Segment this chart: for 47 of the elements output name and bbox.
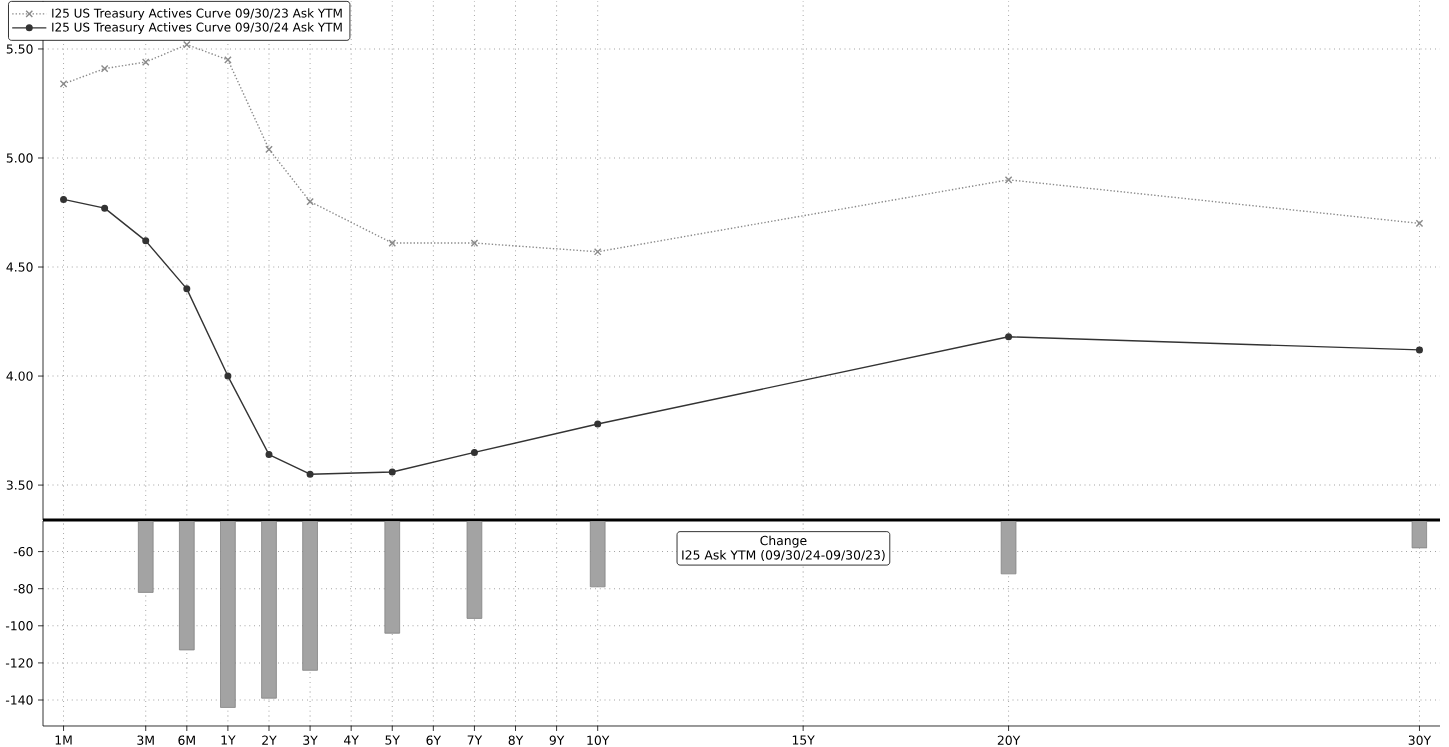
y-tick-label: -60: [13, 546, 33, 557]
x-tick-label: 1Y: [221, 735, 236, 745]
y-tick-label: -80: [13, 584, 33, 594]
point: [593, 247, 602, 256]
x-tick-label: 20Y: [997, 735, 1021, 745]
point: [1004, 175, 1013, 184]
legend-label: I25 US Treasury Actives Curve 09/30/24 Ask YTM: [52, 22, 342, 34]
x-tick-label: 15Y: [792, 735, 815, 745]
x-tick-label: 1M: [55, 735, 72, 745]
point: [142, 237, 150, 245]
point: [183, 285, 191, 293]
point: [265, 451, 273, 459]
x-tick-label: 6Y: [426, 735, 442, 745]
point: [224, 56, 232, 64]
x-tick-label: 7Y: [467, 735, 483, 745]
x-tick-label: 4Y: [344, 735, 359, 745]
x-tick-label: 3M: [137, 735, 154, 745]
x-tick-label: 3Y: [303, 735, 318, 745]
x-tick-label: 10Y: [587, 735, 610, 745]
point: [60, 195, 68, 203]
x-tick-label: 8Y: [508, 735, 524, 745]
x-tick-label: 5Y: [385, 735, 400, 745]
x-tick-label: 6M: [178, 735, 195, 745]
point: [470, 448, 478, 456]
y-tick-label: 3.50: [6, 480, 33, 490]
annotation: I25 Ask YTM (09/30/24-09/30/23): [682, 550, 885, 562]
point: [224, 372, 232, 380]
legend-label: I25 US Treasury Actives Curve 09/30/23 Ask YTM: [52, 8, 342, 21]
y-tick-label: 5.00: [6, 153, 33, 163]
point: [594, 420, 602, 428]
point: [388, 468, 396, 476]
y-tick-label: 5.50: [6, 44, 33, 54]
y-tick-label: 4.50: [6, 262, 33, 272]
y-tick-label: -120: [5, 658, 33, 668]
y-tick-label: 4.00: [6, 371, 33, 381]
point: [1415, 219, 1424, 228]
y-tick-label: -100: [5, 621, 33, 631]
x-tick-label: 2Y: [262, 735, 277, 745]
x-tick-label: 30Y: [1408, 735, 1432, 745]
x-tick-label: 9Y: [549, 735, 565, 745]
point: [306, 470, 314, 478]
point: [101, 204, 109, 212]
point: [1415, 346, 1423, 354]
y-tick-label: -140: [5, 695, 33, 705]
annotation: Change: [760, 535, 807, 548]
point: [100, 64, 109, 73]
point: [1005, 333, 1013, 341]
